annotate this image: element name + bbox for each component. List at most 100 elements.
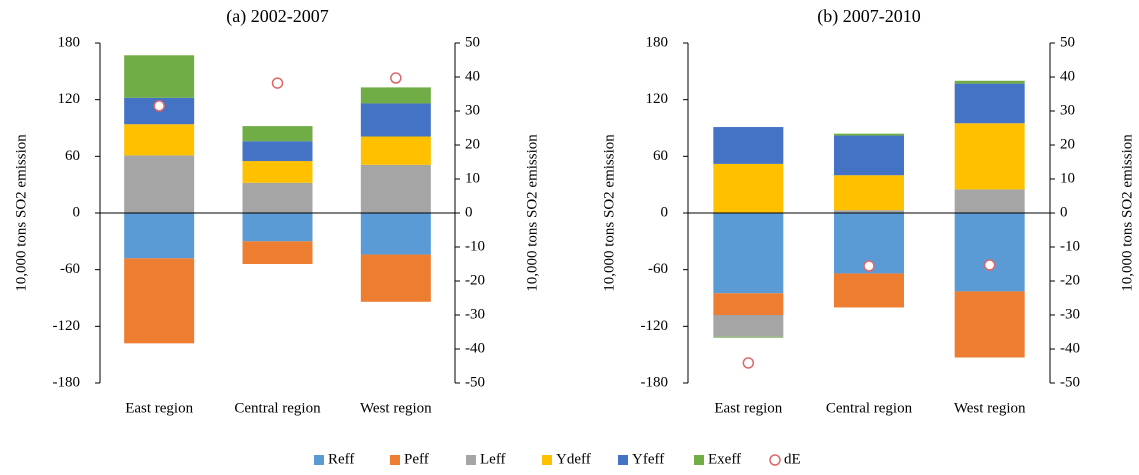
y2-tick-label: -40 bbox=[1060, 340, 1080, 356]
legend-label: dE bbox=[784, 451, 801, 467]
legend-marker bbox=[390, 455, 400, 465]
bar-segment bbox=[954, 80, 1025, 84]
legend-label: Yfeff bbox=[632, 451, 664, 467]
y-tick-label: 120 bbox=[58, 91, 81, 107]
bar-segment bbox=[242, 126, 313, 142]
x-tick-label: East region bbox=[125, 400, 193, 416]
chart-title: (b) 2007-2010 bbox=[817, 6, 920, 27]
bar-segment bbox=[713, 336, 784, 338]
y-tick-label: -180 bbox=[53, 374, 81, 390]
bar-segment bbox=[360, 213, 431, 255]
legend-marker bbox=[618, 455, 628, 465]
legend-label: Peff bbox=[404, 451, 429, 467]
bar-segment bbox=[124, 155, 195, 213]
bar-segment bbox=[242, 182, 313, 213]
y2-tick-label: -10 bbox=[465, 238, 485, 254]
y2-tick-label: 20 bbox=[465, 136, 480, 152]
y-tick-label: -60 bbox=[60, 261, 80, 277]
bar-segment bbox=[360, 254, 431, 302]
y2-tick-label: 30 bbox=[465, 102, 480, 118]
y2-tick-label: 10 bbox=[1060, 170, 1075, 186]
y-tick-label: 0 bbox=[73, 204, 81, 220]
bar-segment bbox=[954, 123, 1025, 190]
y2-tick-label: 0 bbox=[1060, 204, 1068, 220]
bar-segment bbox=[242, 161, 313, 183]
bar-segment bbox=[124, 55, 195, 98]
y2-tick-label: -30 bbox=[465, 306, 485, 322]
y2-tick-label: -20 bbox=[1060, 272, 1080, 288]
legend-marker bbox=[314, 455, 324, 465]
bar-segment bbox=[713, 315, 784, 337]
y-tick-label: -60 bbox=[648, 261, 668, 277]
y-tick-label: -120 bbox=[53, 318, 81, 334]
x-tick-label: West region bbox=[954, 400, 1026, 416]
y-tick-label: 180 bbox=[58, 34, 81, 50]
bar-segment bbox=[954, 213, 1025, 292]
legend-label: Exeff bbox=[708, 451, 741, 467]
dE-marker bbox=[983, 259, 996, 271]
bar-segment bbox=[124, 213, 195, 259]
bar-segment bbox=[124, 258, 195, 344]
x-tick-label: Central region bbox=[234, 400, 321, 416]
y2-tick-label: 0 bbox=[465, 204, 473, 220]
y-axis-label: 10,000 tons SO2 emission bbox=[13, 134, 29, 292]
bar-segment bbox=[360, 87, 431, 104]
y-tick-label: 120 bbox=[646, 91, 669, 107]
bar-segment bbox=[954, 83, 1025, 124]
bar-segment bbox=[834, 210, 904, 213]
bar-segment bbox=[834, 273, 904, 308]
y-tick-label: 60 bbox=[65, 148, 80, 164]
y2-tick-label: -20 bbox=[465, 272, 485, 288]
y-tick-label: -180 bbox=[641, 374, 669, 390]
legend-marker bbox=[694, 455, 704, 465]
dE-marker bbox=[153, 100, 165, 112]
chart-title: (a) 2002-2007 bbox=[226, 6, 328, 27]
y2-tick-label: -40 bbox=[465, 340, 485, 356]
bar-segment bbox=[834, 133, 904, 136]
bar-segment bbox=[242, 241, 313, 264]
legend-marker bbox=[466, 455, 476, 465]
y-axis-label: 10,000 tons SO2 emission bbox=[601, 134, 617, 292]
x-tick-label: Central region bbox=[826, 400, 913, 416]
bar-segment bbox=[954, 291, 1025, 358]
y2-tick-label: 40 bbox=[1060, 68, 1075, 84]
y-tick-label: 180 bbox=[646, 34, 669, 50]
y2-axis-label: 10,000 tons SO2 emission bbox=[524, 134, 540, 292]
y2-tick-label: 50 bbox=[465, 34, 480, 50]
bar-segment bbox=[713, 213, 784, 294]
y2-tick-label: 40 bbox=[465, 68, 480, 84]
x-tick-label: East region bbox=[714, 400, 782, 416]
legend-marker bbox=[542, 455, 552, 465]
y2-tick-label: -10 bbox=[1060, 238, 1080, 254]
bar-segment bbox=[360, 164, 431, 213]
bar-segment bbox=[713, 293, 784, 315]
bar-segment bbox=[124, 124, 195, 156]
y-tick-label: 0 bbox=[661, 204, 669, 220]
bar-segment bbox=[954, 189, 1025, 213]
dE-marker bbox=[271, 77, 284, 89]
bar-segment bbox=[360, 136, 431, 165]
legend-label: Ydeff bbox=[556, 451, 591, 467]
bar-segment bbox=[834, 135, 904, 176]
bar-segment bbox=[713, 127, 784, 164]
dE-marker bbox=[390, 72, 402, 84]
dE-marker bbox=[742, 357, 755, 369]
legend-marker bbox=[769, 454, 781, 466]
bar-segment bbox=[834, 175, 904, 211]
y2-tick-label: 30 bbox=[1060, 102, 1075, 118]
bar-segment bbox=[360, 103, 431, 137]
y2-tick-label: -30 bbox=[1060, 306, 1080, 322]
y2-tick-label: -50 bbox=[465, 374, 485, 390]
y-tick-label: 60 bbox=[653, 148, 668, 164]
y2-tick-label: 20 bbox=[1060, 136, 1075, 152]
bar-segment bbox=[242, 213, 313, 242]
x-tick-label: West region bbox=[360, 400, 432, 416]
dE-marker bbox=[863, 260, 875, 272]
y2-tick-label: -50 bbox=[1060, 374, 1080, 390]
legend-label: Leff bbox=[480, 451, 506, 467]
bar-segment bbox=[713, 163, 784, 213]
y-tick-label: -120 bbox=[641, 318, 669, 334]
bar-segment bbox=[242, 141, 313, 162]
y2-tick-label: 50 bbox=[1060, 34, 1075, 50]
